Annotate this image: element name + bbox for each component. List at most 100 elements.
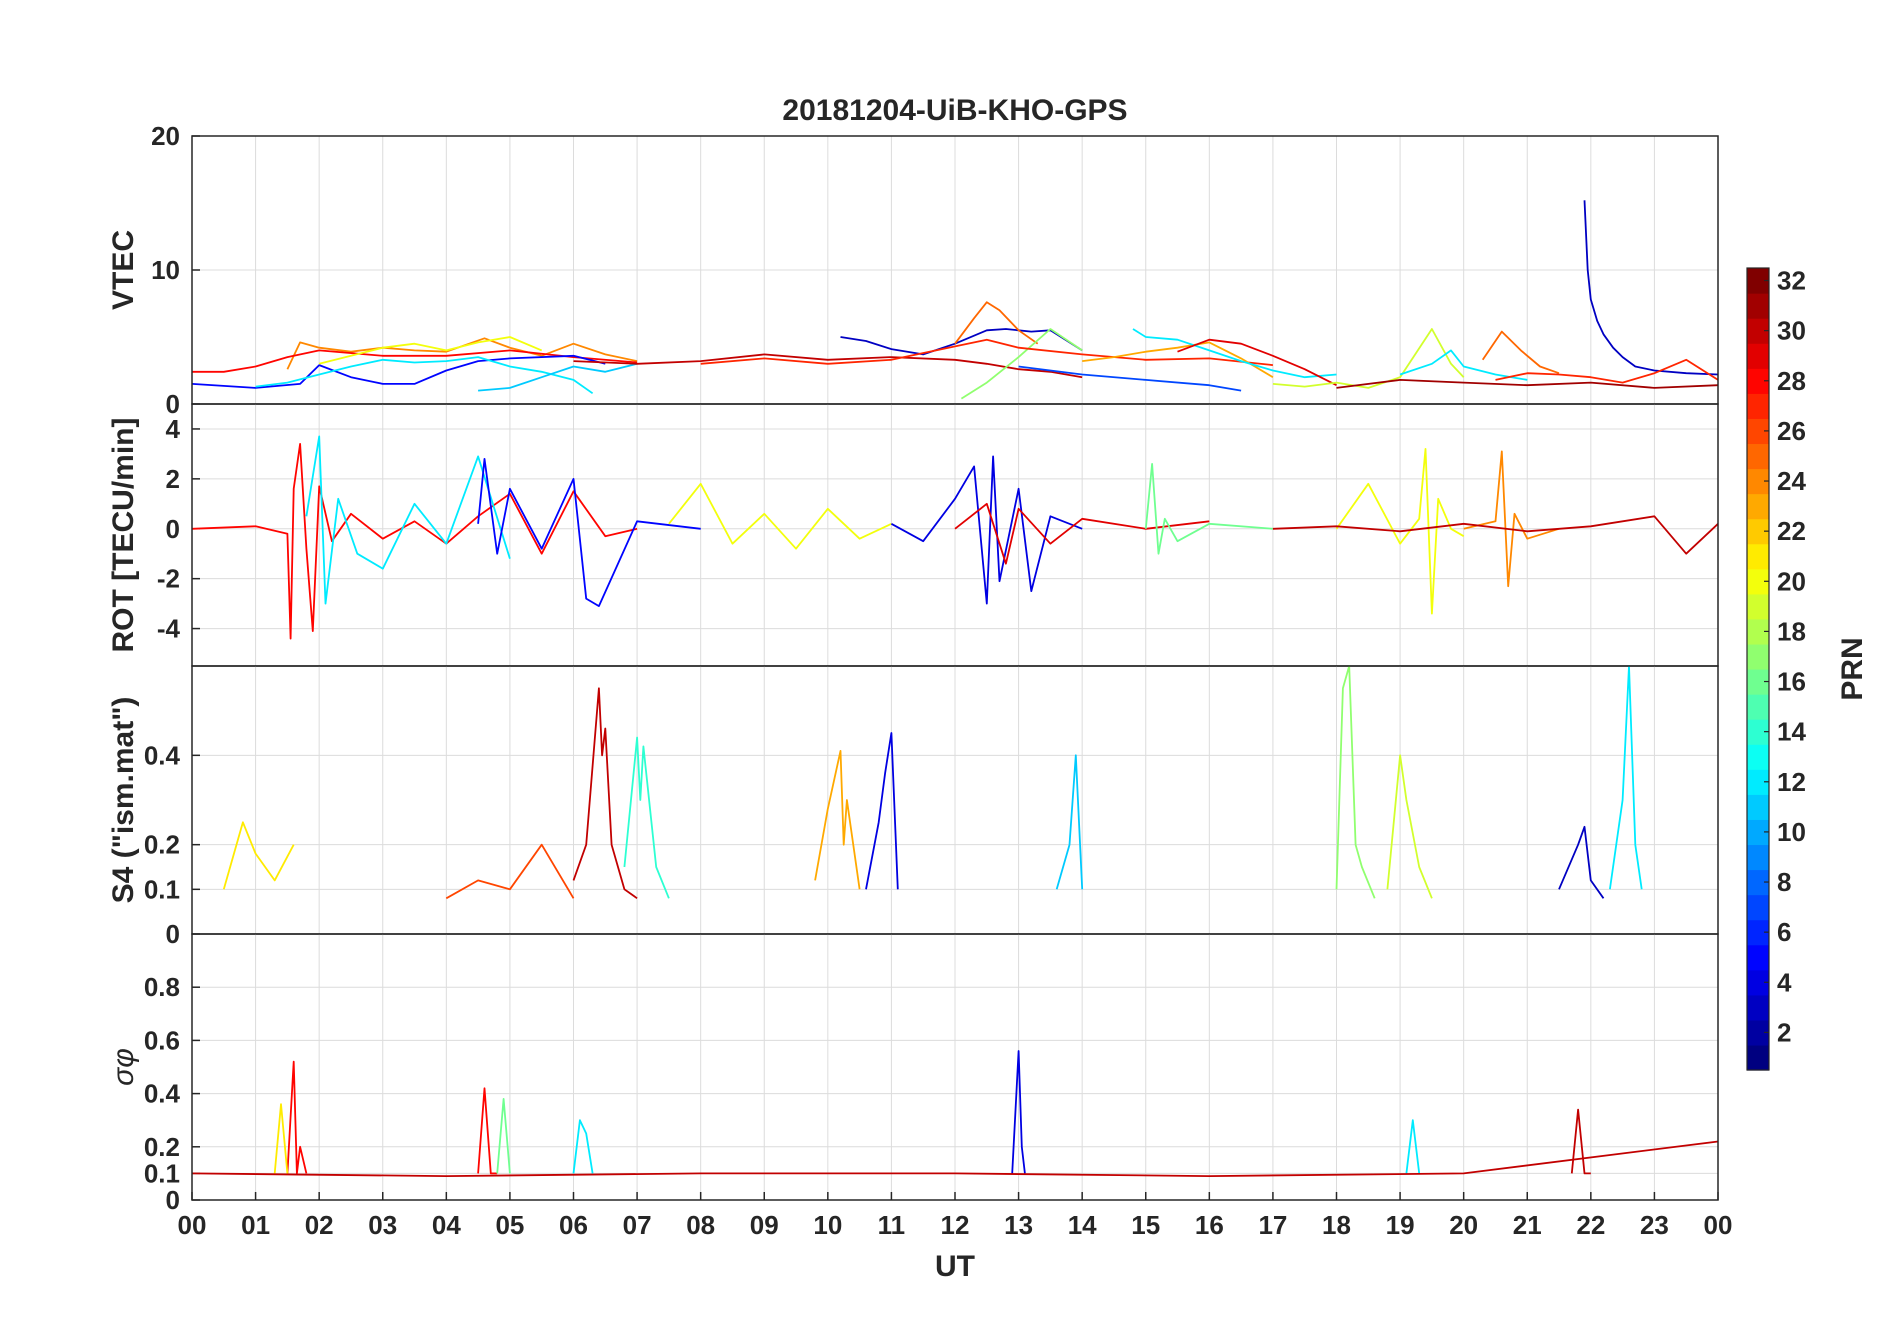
sigma_phi-y-axis-label: σφ [107,1048,140,1086]
colorbar-segment [1747,418,1769,445]
x-tick-label: 07 [623,1210,652,1240]
x-tick-label: 20 [1449,1210,1478,1240]
y-tick-label: 0 [166,919,180,949]
rot-series-line-prn-20 [1335,448,1465,615]
x-tick-label: 12 [941,1210,970,1240]
colorbar-segment [1747,719,1769,745]
x-tick-label: 17 [1258,1210,1287,1240]
vtec-series-line-prn-23 [1082,341,1274,378]
colorbar-segment [1747,643,1769,670]
colorbar-segment [1747,293,1769,319]
vtec-series-line-prn-3 [1583,200,1719,376]
colorbar-segment [1747,944,1769,971]
vtec-series-line-prn-25 [1481,330,1560,375]
x-tick-label: 04 [432,1210,461,1240]
colorbar-segment [1747,844,1769,871]
vtec-series-line-prn-24 [286,337,638,370]
s4-series-line-prn-4 [865,732,899,890]
vtec-series-line-prn-25 [954,301,1039,345]
vtec-series-line-prn-28 [192,349,638,373]
y-tick-label: 10 [151,255,180,285]
colorbar-tick-label: 8 [1777,867,1791,897]
colorbar-tick-label: 32 [1777,266,1806,296]
y-tick-label: 0 [166,1185,180,1215]
vtec-series-line-prn-20 [318,336,543,365]
y-tick-label: 20 [151,121,180,151]
y-tick-label: 2 [166,464,180,494]
s4-series-line-prn-30 [572,687,638,900]
colorbar-segment [1747,268,1769,294]
s4-series-line-prn-12 [1609,665,1643,890]
colorbar-segment [1747,1044,1769,1071]
sigma_phi-series-line-prn-16 [496,1098,511,1174]
sigma_phi-series-line-prn-28 [477,1087,498,1175]
vtec-series-line-prn-12 [255,356,594,395]
y-tick-label: 0 [166,514,180,544]
colorbar-segment [1747,769,1769,795]
colorbar-tick-label: 2 [1777,1017,1791,1047]
y-tick-label: -4 [157,614,181,644]
vtec-series-line-prn-3 [840,328,1083,356]
y-tick-label: 4 [166,414,181,444]
colorbar-segment [1747,994,1769,1021]
colorbar-tick-label: 16 [1777,667,1806,697]
colorbar-segment [1747,669,1769,695]
x-tick-label: 06 [559,1210,588,1240]
colorbar-tick-label: 22 [1777,516,1806,546]
colorbar-box [1746,267,1770,1071]
y-tick-label: 0.1 [144,1158,180,1188]
y-tick-label: -2 [157,564,180,594]
colorbar-segment [1747,618,1769,645]
sigma_phi-series-line-prn-28 [286,1060,308,1175]
vtec-series-line-prn-27 [700,338,1273,366]
sigma_phi-series-line-prn-12 [1405,1119,1421,1174]
colorbar-label: PRN [1836,637,1869,700]
rot-series-line-prn-4 [890,455,1083,605]
y-tick-label: 0.6 [144,1025,180,1055]
rot-series-line-prn-28 [191,443,638,640]
x-tick-label: 11 [878,1210,906,1240]
sigma_phi-series-line-prn-4 [1011,1050,1026,1174]
s4-y-axis-label: S4 ("ism.mat") [107,697,140,904]
colorbar-segment [1747,443,1769,470]
x-axis-label: UT [935,1250,975,1283]
x-tick-label: 00 [178,1210,207,1240]
colorbar-segment [1747,694,1769,720]
colorbar-segment [1747,593,1769,620]
rot-y-axis-label: ROT [TECU/min] [107,418,140,653]
s4-series-line-prn-23 [814,750,861,890]
rot-series-line-prn-12 [305,435,511,605]
colorbar-segment [1747,468,1769,495]
s4-series-line-prn-19 [1386,754,1433,899]
y-tick-label: 0.4 [144,740,181,770]
vtec-series-line-prn-12 [1132,328,1337,379]
colorbar-tick-label: 10 [1777,817,1806,847]
colorbar-tick-label: 26 [1777,416,1806,446]
x-tick-label: 22 [1576,1210,1605,1240]
colorbar-segment [1747,1019,1769,1046]
colorbar-segment [1747,368,1769,394]
colorbar-segment [1747,568,1769,595]
colorbar-tick-label: 24 [1777,466,1806,496]
colorbar-tick-label: 18 [1777,616,1806,646]
x-tick-label: 21 [1513,1210,1542,1240]
s4-series-line-prn-26 [445,843,575,900]
vtec-series-line-prn-31 [1336,379,1719,389]
x-tick-label: 00 [1704,1210,1733,1240]
rot-series-line-prn-24 [1463,450,1560,588]
vtec-series-line-prn-12 [1399,349,1528,381]
x-tick-label: 05 [495,1210,524,1240]
colorbar-tick-label: 4 [1777,967,1792,997]
s4-series-line-prn-21 [222,821,295,890]
colorbar-segment [1747,393,1769,419]
chart-title: 20181204-UiB-KHO-GPS [782,94,1127,127]
x-tick-label: 03 [368,1210,397,1240]
colorbar-segment [1747,869,1769,896]
vtec-y-axis-label: VTEC [107,230,140,310]
x-tick-label: 14 [1068,1210,1097,1240]
x-tick-label: 19 [1386,1210,1415,1240]
colorbar-segment [1747,894,1769,921]
colorbar-segment [1747,919,1769,946]
x-tick-label: 10 [813,1210,842,1240]
